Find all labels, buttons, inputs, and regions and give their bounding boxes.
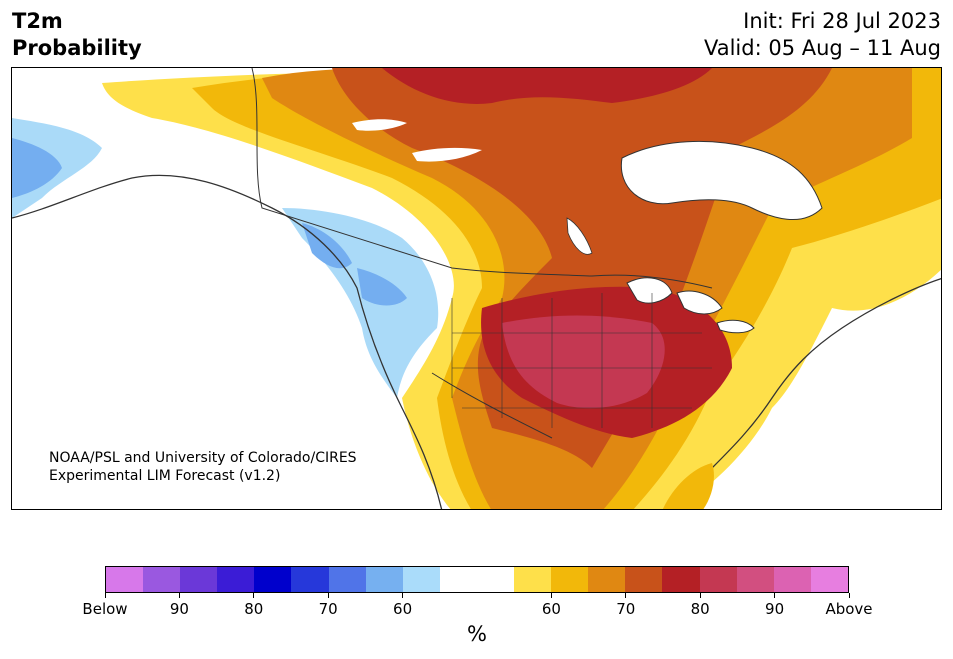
below-70-bc xyxy=(302,223,352,269)
forecast-dates: Init: Fri 28 Jul 2023 Valid: 05 Aug – 11… xyxy=(704,8,941,62)
colorbar-tick-label: 90 xyxy=(169,600,189,618)
colorbar-segment xyxy=(551,567,589,592)
forecast-credit: NOAA/PSL and University of Colorado/CIRE… xyxy=(49,449,357,485)
init-date: Init: Fri 28 Jul 2023 xyxy=(743,9,941,33)
colorbar-tick-label: 60 xyxy=(393,600,413,618)
credit-line-org: NOAA/PSL and University of Colorado/CIRE… xyxy=(49,450,357,466)
probability-map xyxy=(11,67,942,510)
colorbar-segment xyxy=(625,567,663,592)
above-85-core xyxy=(502,315,665,409)
colorbar-tick-label: 80 xyxy=(690,600,710,618)
colorbar-tick-mark xyxy=(774,593,776,598)
colorbar-segment xyxy=(217,567,255,592)
colorbar-tick-label: 90 xyxy=(765,600,785,618)
colorbar-tick-mark xyxy=(699,593,701,598)
hudson-bay xyxy=(620,140,823,221)
arctic-lakes xyxy=(352,119,482,162)
country-borders xyxy=(251,68,713,439)
colorbar-segment xyxy=(736,567,774,592)
colorbar-segment xyxy=(588,567,626,592)
below-70-alaska xyxy=(12,138,62,198)
colorbar-tick-label: Below xyxy=(82,600,128,618)
colorbar-unit: % xyxy=(467,622,487,646)
above-80-region xyxy=(382,68,712,104)
colorbar-segment xyxy=(402,567,440,592)
title-line-variable: T2m xyxy=(12,9,63,33)
colorbar-segment xyxy=(699,567,737,592)
colorbar-segment xyxy=(476,567,515,592)
colorbar-tick-mark xyxy=(253,593,255,598)
colorbar-segment xyxy=(514,567,552,592)
colorbar xyxy=(105,566,849,593)
map-canvas xyxy=(12,68,941,509)
colorbar-segment xyxy=(180,567,218,592)
colorbar-segment xyxy=(439,567,477,592)
colorbar-tick-mark xyxy=(327,593,329,598)
state-borders xyxy=(451,293,712,428)
colorbar-segment xyxy=(254,567,292,592)
florida xyxy=(662,463,714,509)
colorbar-tick-label: 60 xyxy=(541,600,561,618)
colorbar-tick-label: Above xyxy=(825,600,873,618)
colorbar-tick-label: 70 xyxy=(616,600,636,618)
colorbar-tick-mark xyxy=(550,593,552,598)
colorbar-segment xyxy=(662,567,700,592)
below-70-oregon xyxy=(357,268,407,306)
valid-range: Valid: 05 Aug – 11 Aug xyxy=(703,36,941,60)
colorbar-tick-mark xyxy=(178,593,180,598)
colorbar-tick-label: 80 xyxy=(244,600,264,618)
colorbar-segment xyxy=(106,567,144,592)
colorbar-segment xyxy=(365,567,403,592)
colorbar-segment xyxy=(143,567,181,592)
colorbar-segment xyxy=(291,567,329,592)
great-lakes xyxy=(626,277,755,334)
colorbar-tick-mark xyxy=(625,593,627,598)
colorbar-tick-mark xyxy=(848,593,850,598)
colorbar-tick-mark xyxy=(104,593,106,598)
colorbar-tick-label: 70 xyxy=(318,600,338,618)
colorbar-segment xyxy=(328,567,366,592)
credit-line-model: Experimental LIM Forecast (v1.2) xyxy=(49,468,281,484)
title-line-product: Probability xyxy=(12,36,142,60)
map-title: T2m Probability xyxy=(12,8,142,62)
colorbar-segment xyxy=(810,567,848,592)
lake-winnipeg xyxy=(566,217,593,255)
colorbar-segment xyxy=(773,567,811,592)
coastline-west xyxy=(12,174,443,509)
colorbar-tick-mark xyxy=(402,593,404,598)
